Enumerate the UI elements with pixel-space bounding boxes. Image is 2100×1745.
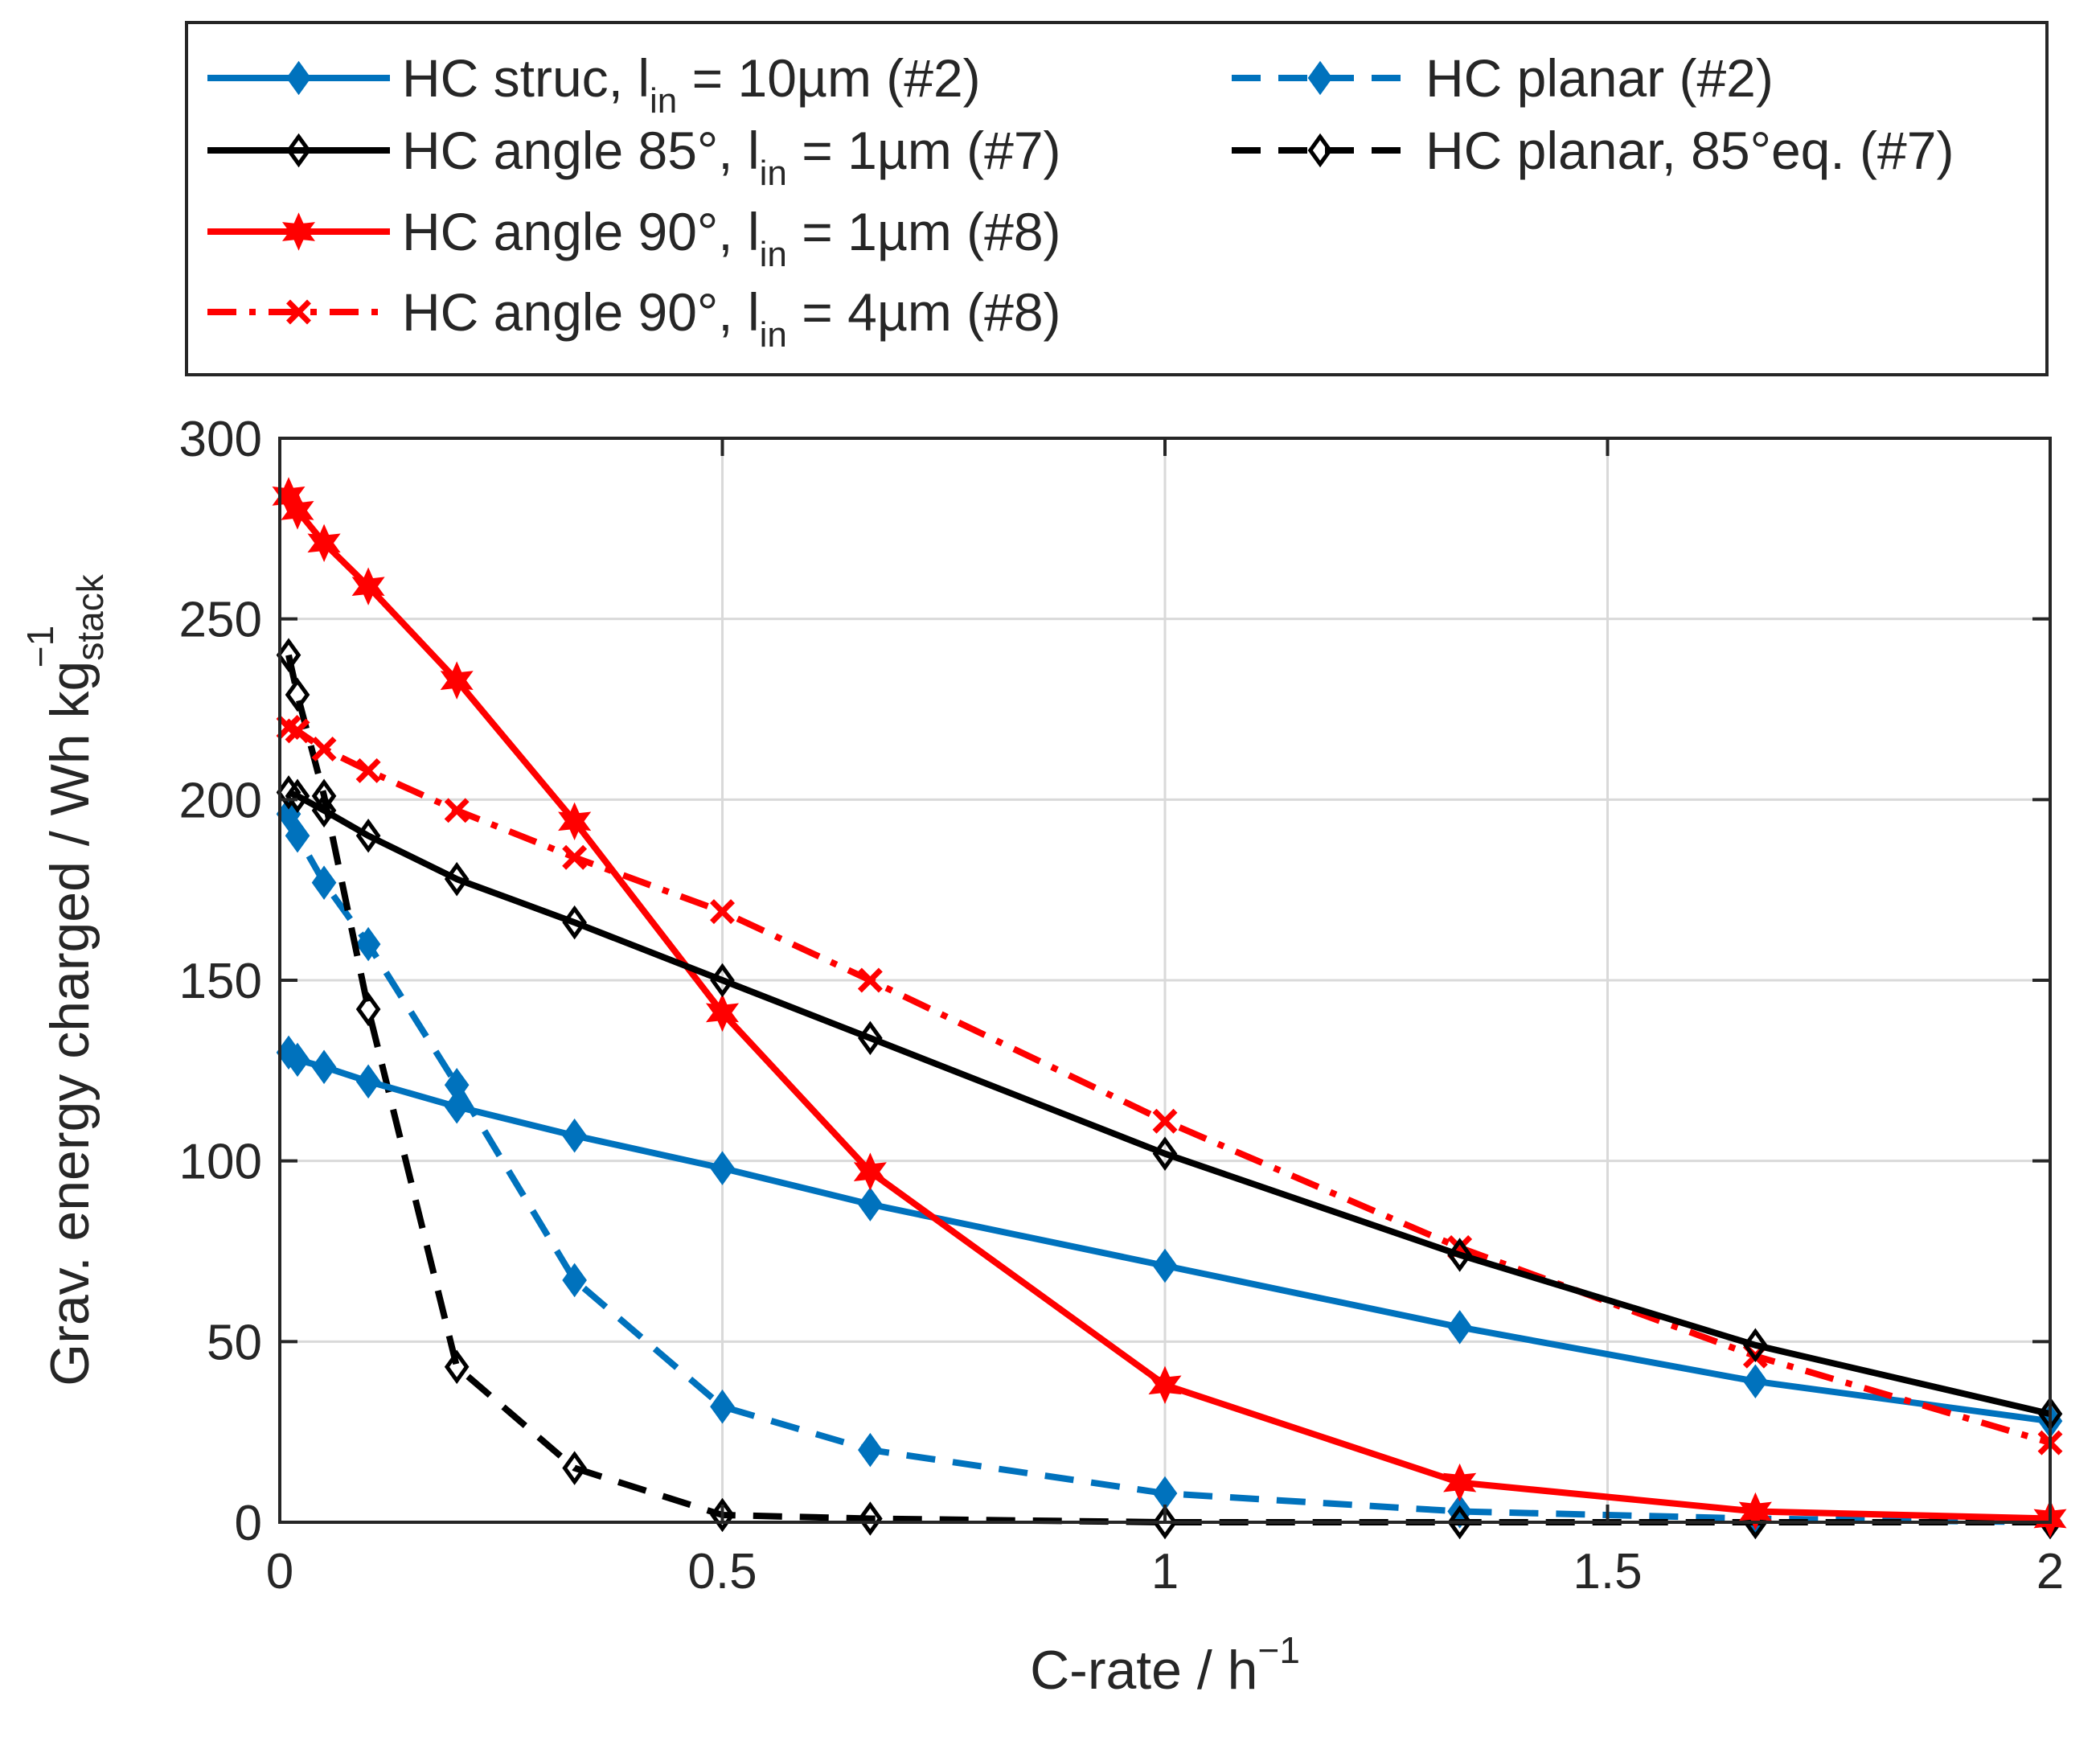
legend-marker	[1307, 133, 1333, 168]
axis-ticks: 0 0.5 1 1.5 2 0 50 100 150 200 250 300	[179, 412, 2065, 1599]
legend-label: HC angle 85°, lin = 1µm (#7)	[402, 121, 1061, 193]
data-point	[710, 1151, 735, 1185]
data-point	[1738, 1492, 1772, 1531]
data-point	[558, 802, 592, 841]
data-point	[858, 1432, 883, 1468]
data-point	[285, 818, 310, 853]
data-point	[1152, 1136, 1178, 1171]
legend-marker	[286, 60, 311, 96]
data-point	[285, 778, 310, 814]
y-tick-label: 300	[179, 412, 262, 467]
data-point	[562, 1118, 587, 1153]
data-point	[444, 798, 470, 823]
y-tick-label: 200	[179, 773, 262, 828]
data-point	[311, 1049, 337, 1085]
data-point	[705, 993, 740, 1033]
data-point	[858, 1020, 883, 1056]
data-point	[444, 1089, 470, 1124]
data-point	[1148, 1365, 1182, 1405]
data-point	[710, 1389, 735, 1424]
data-point	[311, 736, 337, 762]
data-point	[351, 567, 385, 606]
data-point	[858, 1501, 883, 1536]
data-point	[710, 1497, 735, 1533]
legend: HC struc, lin = 10µm (#2)HC angle 85°, l…	[185, 21, 2049, 376]
y-tick-label: 150	[179, 954, 262, 1009]
data-point	[562, 844, 588, 870]
legend-label: HC struc, lin = 10µm (#2)	[402, 48, 981, 121]
legend-marker	[286, 299, 311, 325]
data-point	[311, 865, 337, 900]
legend-entry-5: HC planar (#2)	[1232, 48, 1774, 108]
series-line	[287, 789, 2051, 1418]
legend-entry-4: HC angle 90°, lin = 4µm (#8)	[207, 282, 1061, 355]
legend-entry-2: HC angle 85°, lin = 1µm (#7)	[207, 121, 1061, 193]
data-point	[1447, 1505, 1472, 1540]
data-point	[1152, 1248, 1178, 1283]
series-line	[287, 724, 2052, 1446]
grid	[280, 438, 2050, 1522]
x-tick-label: 2	[2036, 1544, 2064, 1599]
data-point	[1152, 1505, 1178, 1540]
x-tick-label: 0.5	[687, 1544, 757, 1599]
y-tick-label: 0	[235, 1496, 262, 1551]
x-tick-label: 1	[1151, 1544, 1179, 1599]
data-point	[355, 758, 381, 783]
data-point	[1152, 1108, 1178, 1134]
data-point	[710, 963, 735, 998]
data-point	[355, 818, 381, 853]
data-point	[1447, 1310, 1472, 1345]
legend-label: HC angle 90°, lin = 4µm (#8)	[402, 282, 1061, 355]
legend-frame	[185, 21, 2049, 376]
y-axis-label: Grav. energy charged / Wh kgstack−1	[19, 573, 111, 1386]
plot-area: 0 0.5 1 1.5 2 0 50 100 150 200 250 300	[179, 412, 2067, 1599]
legend-entry-3: HC angle 90°, lin = 1µm (#8)	[207, 202, 1061, 274]
data-point	[307, 524, 341, 563]
x-axis-label: C-rate / h−1	[1030, 1629, 1300, 1701]
data-point	[1743, 1328, 1768, 1363]
data-point	[853, 1152, 887, 1191]
data-point	[562, 1451, 587, 1485]
data-point	[285, 718, 310, 744]
legend-marker	[281, 212, 316, 251]
y-tick-label: 100	[179, 1135, 262, 1190]
legend-marker	[286, 133, 311, 168]
data-point	[444, 861, 470, 897]
data-point	[857, 967, 883, 993]
data-point	[562, 1263, 587, 1298]
data-point	[355, 992, 381, 1027]
data-point	[281, 491, 314, 530]
data-point	[1443, 1463, 1477, 1502]
y-tick-label: 50	[207, 1315, 262, 1370]
data-point	[285, 1042, 310, 1078]
data-point	[710, 899, 735, 925]
data-point	[1447, 1238, 1472, 1272]
legend-entry-1: HC struc, lin = 10µm (#2)	[207, 48, 981, 121]
legend-label: HC planar, 85°eq. (#7)	[1425, 121, 1954, 180]
data-point	[440, 661, 474, 700]
data-point	[1743, 1364, 1768, 1399]
legend-marker	[1307, 60, 1333, 96]
data-point	[276, 638, 301, 672]
data-point	[444, 1349, 470, 1385]
legend-label: HC planar (#2)	[1425, 48, 1774, 108]
x-tick-label: 1.5	[1573, 1544, 1642, 1599]
legend-entry-6: HC planar, 85°eq. (#7)	[1232, 121, 1954, 180]
data-point	[858, 1187, 883, 1222]
data-point	[355, 1064, 381, 1099]
y-tick-label: 250	[179, 593, 262, 648]
data-point	[355, 926, 381, 962]
data-point	[311, 793, 337, 828]
data-point	[562, 905, 587, 940]
x-tick-label: 0	[266, 1544, 293, 1599]
data-point	[285, 677, 310, 712]
legend-label: HC angle 90°, lin = 1µm (#8)	[402, 202, 1061, 274]
